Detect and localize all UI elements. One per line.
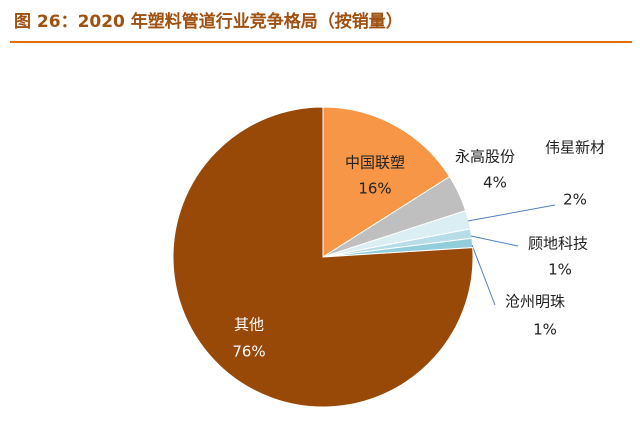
- slice-label: 其他: [234, 316, 264, 334]
- value-label: 2%: [563, 191, 587, 209]
- pie-slice: [322, 106, 451, 258]
- slice-label: 顾地科技: [528, 235, 588, 253]
- slice-label: 永高股份: [455, 148, 515, 166]
- value-label: 16%: [358, 180, 391, 198]
- value-label: 4%: [483, 174, 507, 192]
- chart-title: 图 26：2020 年塑料管道行业竞争格局（按销量）: [14, 11, 403, 32]
- leader-line: [467, 204, 556, 222]
- leader-line: [471, 244, 496, 306]
- pie-slice: [172, 106, 474, 408]
- slice-label: 伟星新材: [545, 139, 605, 157]
- value-label: 76%: [232, 343, 265, 361]
- value-label: 1%: [548, 261, 572, 279]
- value-label: 1%: [533, 321, 557, 339]
- slice-label: 中国联塑: [345, 154, 405, 172]
- slice-label: 沧州明珠: [505, 293, 565, 311]
- leader-line: [470, 235, 519, 247]
